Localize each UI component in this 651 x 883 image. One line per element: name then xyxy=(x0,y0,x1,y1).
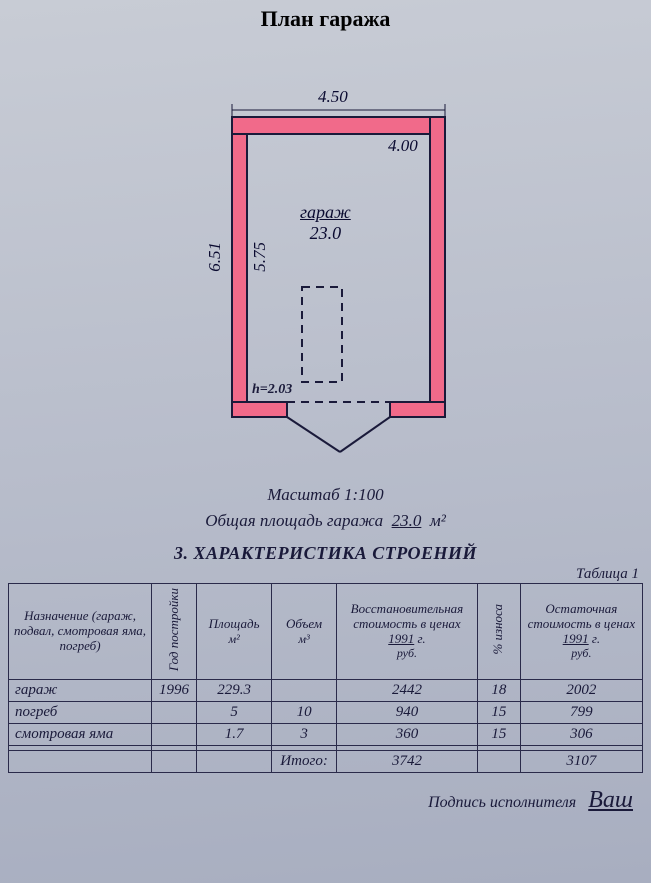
signature-value: Ваш xyxy=(588,787,633,813)
cell: 2442 xyxy=(336,680,477,702)
section-title: 3. ХАРАКТЕРИСТИКА СТРОЕНИЙ xyxy=(0,543,651,564)
col-residual: Остаточная стоимость в ценах 1991 г. руб… xyxy=(520,584,642,680)
signature-label: Подпись исполнителя xyxy=(428,794,576,811)
cell xyxy=(272,680,337,702)
cell: 1996 xyxy=(152,680,197,702)
table-total-row: Итого: 3742 3107 xyxy=(9,751,643,773)
dim-inner-height: 5.75 xyxy=(250,242,270,272)
cell xyxy=(152,702,197,724)
table-caption: Таблица 1 xyxy=(0,566,651,583)
cell: 1.7 xyxy=(197,724,272,746)
col-area: Площадьм² xyxy=(197,584,272,680)
cell: 799 xyxy=(520,702,642,724)
col-purpose: Назначение (гараж, подвал, смотровая яма… xyxy=(9,584,152,680)
cell: 229.3 xyxy=(197,680,272,702)
table-body: гараж 1996 229.3 2442 18 2002 погреб 5 1… xyxy=(9,680,643,773)
total-area-line: Общая площадь гаража 23.0 м² xyxy=(0,508,651,534)
cell: 360 xyxy=(336,724,477,746)
room-label: гараж 23.0 xyxy=(300,202,351,244)
total-replace: 3742 xyxy=(336,751,477,773)
scale-line: Масштаб 1:100 xyxy=(0,482,651,508)
floor-plan: 4.50 4.00 6.51 5.75 гараж 23.0 h=2.03 xyxy=(0,32,651,452)
col-wear: % износа xyxy=(477,584,520,680)
total-area-unit: м² xyxy=(430,511,446,530)
cell: 306 xyxy=(520,724,642,746)
page-title: План гаража xyxy=(0,0,651,32)
table-row: погреб 5 10 940 15 799 xyxy=(9,702,643,724)
total-area-label: Общая площадь гаража xyxy=(205,511,383,530)
table-row: гараж 1996 229.3 2442 18 2002 xyxy=(9,680,643,702)
col-replace-cost: Восстановительная стоимость в ценах 1991… xyxy=(336,584,477,680)
cell xyxy=(477,751,520,773)
cell: 3 xyxy=(272,724,337,746)
cell: 10 xyxy=(272,702,337,724)
characteristics-table: Назначение (гараж, подвал, смотровая яма… xyxy=(8,583,643,773)
total-label: Итого: xyxy=(272,751,337,773)
cell xyxy=(152,751,197,773)
dim-outer-height: 6.51 xyxy=(205,242,225,272)
dim-inner-width: 4.00 xyxy=(388,136,418,156)
table-row: смотровая яма 1.7 3 360 15 306 xyxy=(9,724,643,746)
cell: 940 xyxy=(336,702,477,724)
info-block: Масштаб 1:100 Общая площадь гаража 23.0 … xyxy=(0,482,651,533)
cell: погреб xyxy=(9,702,152,724)
cell xyxy=(152,724,197,746)
total-residual: 3107 xyxy=(520,751,642,773)
cell: 15 xyxy=(477,724,520,746)
room-area: 23.0 xyxy=(310,223,342,243)
cell: 5 xyxy=(197,702,272,724)
cell xyxy=(197,751,272,773)
cell xyxy=(9,751,152,773)
cell: смотровая яма xyxy=(9,724,152,746)
col-volume: Объемм³ xyxy=(272,584,337,680)
dim-outer-width: 4.50 xyxy=(318,87,348,107)
cell: гараж xyxy=(9,680,152,702)
cell: 15 xyxy=(477,702,520,724)
total-area-value: 23.0 xyxy=(392,511,422,530)
height-note: h=2.03 xyxy=(252,382,292,398)
table-header-row: Назначение (гараж, подвал, смотровая яма… xyxy=(9,584,643,680)
signature-line: Подпись исполнителя Ваш xyxy=(0,787,651,814)
cell: 2002 xyxy=(520,680,642,702)
col-year: Год постройки xyxy=(152,584,197,680)
room-name: гараж xyxy=(300,202,351,222)
cell: 18 xyxy=(477,680,520,702)
